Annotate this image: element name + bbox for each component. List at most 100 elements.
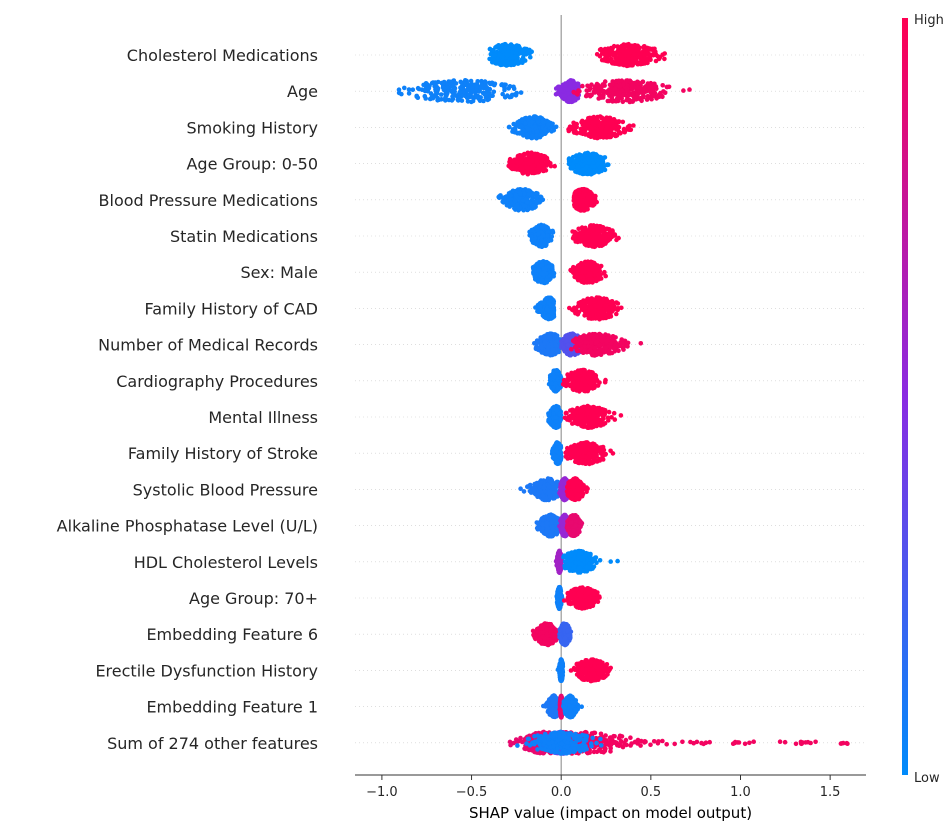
shap-point xyxy=(491,89,497,95)
shap-point xyxy=(520,170,526,175)
shap-point xyxy=(604,58,609,64)
shap-point xyxy=(527,188,533,194)
shap-point xyxy=(606,121,612,127)
shap-point xyxy=(540,224,545,230)
shap-point xyxy=(492,52,498,58)
shap-point xyxy=(544,260,549,266)
shap-point xyxy=(664,84,670,90)
shap-point xyxy=(610,91,615,96)
shap-point xyxy=(629,85,635,91)
shap-point xyxy=(573,97,578,103)
shap-point xyxy=(652,90,658,96)
shap-point xyxy=(517,155,522,160)
shap-point xyxy=(512,198,518,204)
shap-point xyxy=(406,91,412,96)
shap-point xyxy=(613,98,619,104)
shap-point xyxy=(573,306,579,312)
shap-point xyxy=(544,351,549,356)
shap-point xyxy=(565,342,571,348)
shap-point xyxy=(564,338,569,344)
shap-point xyxy=(487,91,492,96)
shap-point xyxy=(586,121,591,126)
shap-point xyxy=(487,86,493,92)
shap-point xyxy=(612,86,618,92)
shap-point xyxy=(597,53,603,59)
shap-point xyxy=(529,227,535,233)
shap-point xyxy=(530,203,536,208)
shap-point xyxy=(617,84,623,89)
shap-point xyxy=(616,48,622,54)
shap-point xyxy=(603,303,608,309)
shap-point xyxy=(597,235,602,240)
shap-point xyxy=(523,161,529,166)
shap-point xyxy=(581,227,587,233)
shap-point xyxy=(475,84,480,89)
shap-point xyxy=(639,60,644,65)
shap-point xyxy=(587,169,593,175)
shap-point xyxy=(511,121,516,127)
shap-point xyxy=(433,92,439,97)
shap-point xyxy=(609,309,615,314)
shap-point xyxy=(612,61,617,66)
shap-point xyxy=(492,81,498,87)
shap-point xyxy=(441,80,447,86)
shap-point xyxy=(590,280,595,285)
shap-point xyxy=(534,115,540,120)
shap-point xyxy=(602,79,608,84)
shap-point xyxy=(448,79,454,85)
shap-point xyxy=(577,300,583,305)
shap-point xyxy=(546,300,551,305)
shap-point xyxy=(570,333,575,338)
feature-points xyxy=(527,222,621,250)
shap-point xyxy=(529,119,535,125)
shap-point xyxy=(681,88,686,93)
shap-point xyxy=(624,63,629,68)
shap-point xyxy=(566,95,572,101)
shap-point xyxy=(621,92,627,98)
shap-point xyxy=(576,232,581,238)
shap-point xyxy=(603,273,608,279)
shap-point xyxy=(507,84,513,89)
shap-point xyxy=(538,307,543,313)
shap-point xyxy=(511,54,517,59)
shap-point xyxy=(614,124,620,129)
shap-point xyxy=(534,262,539,268)
shap-point xyxy=(488,81,493,87)
shap-point xyxy=(600,90,606,95)
shap-point xyxy=(441,87,447,93)
shap-point xyxy=(587,159,592,165)
shap-point xyxy=(545,162,550,167)
shap-point xyxy=(613,133,618,139)
shap-point xyxy=(597,243,602,249)
shap-point xyxy=(585,207,590,212)
shap-point xyxy=(590,125,595,130)
shap-point xyxy=(470,98,476,104)
shap-point xyxy=(482,79,488,84)
shap-point xyxy=(427,83,432,88)
shap-point xyxy=(600,95,606,100)
shap-point xyxy=(617,52,622,57)
shap-point xyxy=(541,300,547,306)
shap-point xyxy=(509,50,515,55)
shap-point xyxy=(522,152,527,157)
shap-point xyxy=(580,199,586,204)
shap-point xyxy=(605,298,610,304)
shap-point xyxy=(592,90,598,95)
shap-point xyxy=(534,157,540,162)
shap-point xyxy=(587,271,593,276)
shap-point xyxy=(541,167,546,172)
shap-point xyxy=(566,158,572,164)
shap-point xyxy=(563,83,568,88)
shap-point xyxy=(624,49,630,55)
shap-point xyxy=(568,267,573,273)
shap-point xyxy=(525,165,531,171)
shap-point xyxy=(575,275,581,281)
shap-point xyxy=(624,97,629,103)
shap-point xyxy=(645,93,651,99)
shap-point xyxy=(614,237,619,243)
shap-point xyxy=(584,231,589,237)
shap-point xyxy=(638,95,644,101)
shap-point xyxy=(609,126,615,132)
shap-point xyxy=(538,194,544,200)
